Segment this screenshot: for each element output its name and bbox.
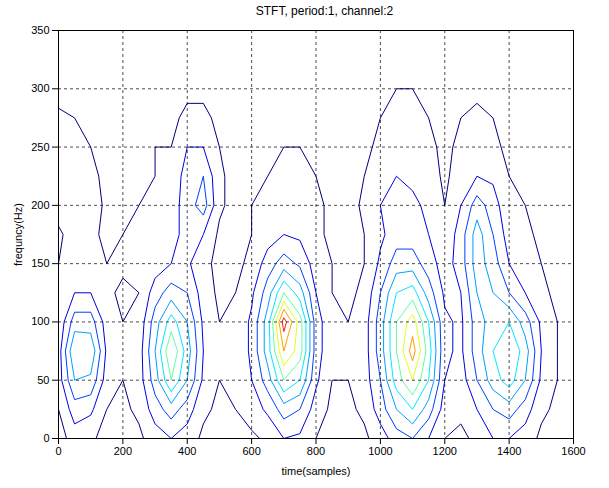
html-text:STFT, period:1, channel:2: STFT, period:1, channel:2	[255, 4, 394, 18]
svg-text:350: 350	[31, 24, 49, 36]
svg-text:150: 150	[31, 257, 49, 269]
svg-text:frequncy(Hz): frequncy(Hz)	[12, 203, 24, 266]
svg-text:600: 600	[242, 445, 260, 457]
svg-text:1200: 1200	[433, 445, 457, 457]
svg-text:time(samples): time(samples)	[281, 465, 350, 477]
svg-text:800: 800	[307, 445, 325, 457]
svg-text:200: 200	[31, 199, 49, 211]
svg-text:1600: 1600	[561, 445, 585, 457]
svg-text:100: 100	[31, 315, 49, 327]
svg-text:0: 0	[43, 432, 49, 444]
svg-text:1400: 1400	[497, 445, 521, 457]
svg-text:1000: 1000	[368, 445, 392, 457]
svg-text:200: 200	[114, 445, 132, 457]
svg-text:300: 300	[31, 82, 49, 94]
svg-text:400: 400	[178, 445, 196, 457]
svg-text:0: 0	[55, 445, 61, 457]
svg-text:250: 250	[31, 141, 49, 153]
svg-text:50: 50	[37, 374, 49, 386]
